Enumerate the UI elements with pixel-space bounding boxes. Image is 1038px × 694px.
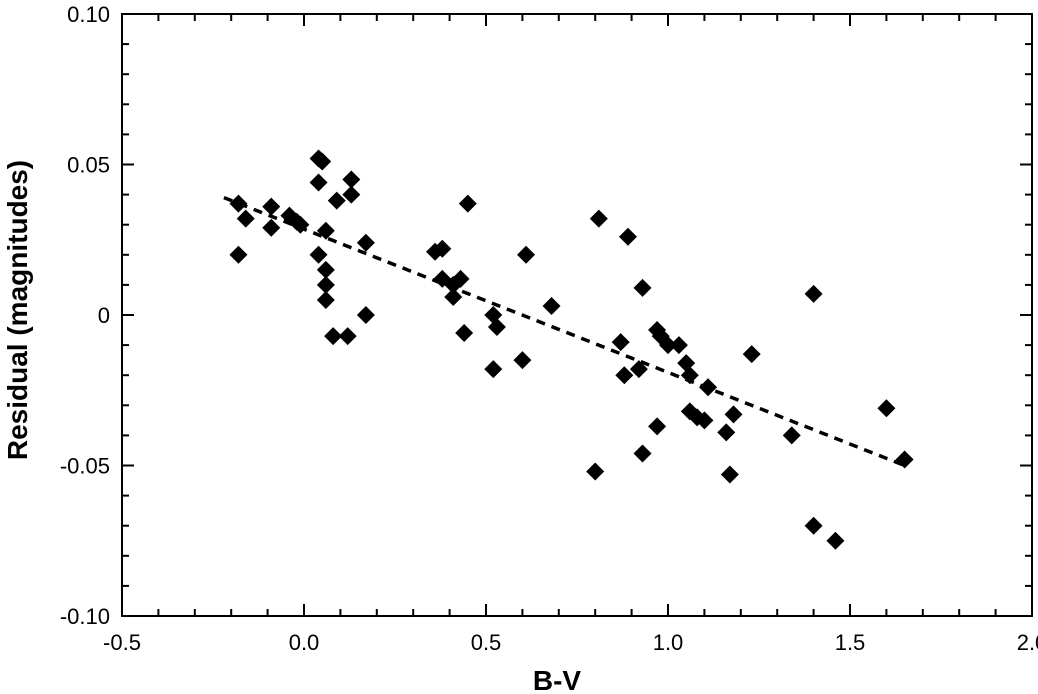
data-points (229, 149, 914, 550)
plot-frame (121, 13, 1033, 617)
data-point-51 (680, 366, 699, 385)
data-point-19 (342, 185, 361, 204)
data-point-24 (433, 239, 452, 258)
data-point-30 (455, 324, 474, 343)
data-point-42 (633, 278, 652, 297)
data-point-36 (542, 296, 561, 315)
data-point-41 (615, 366, 634, 385)
data-point-10 (309, 173, 328, 192)
data-point-3 (262, 197, 281, 216)
x-tick-label: 2.0 (1017, 630, 1038, 655)
x-tick-label: 0.5 (471, 630, 502, 655)
data-point-7 (291, 215, 310, 234)
data-point-62 (804, 516, 823, 535)
data-point-40 (611, 333, 630, 352)
data-point-55 (699, 378, 718, 397)
data-point-54 (695, 411, 714, 430)
data-point-38 (586, 462, 605, 481)
data-point-27 (451, 269, 470, 288)
data-point-32 (487, 318, 506, 337)
y-tick-label: -0.10 (60, 604, 110, 629)
data-point-1 (236, 209, 255, 228)
data-point-39 (618, 227, 637, 246)
x-tick-label: 1.5 (835, 630, 866, 655)
data-point-58 (724, 405, 743, 424)
x-tick-label: 1.0 (653, 630, 684, 655)
data-point-35 (513, 351, 532, 370)
data-point-4 (262, 218, 281, 237)
data-point-56 (717, 423, 736, 442)
data-point-65 (895, 450, 914, 469)
data-point-11 (316, 221, 335, 240)
x-axis-title: B-V (533, 665, 582, 694)
data-point-59 (742, 345, 761, 364)
x-tick-label: 0.0 (289, 630, 320, 655)
data-point-22 (356, 306, 375, 324)
data-point-33 (484, 360, 503, 379)
data-point-15 (316, 290, 335, 309)
data-point-21 (356, 233, 375, 252)
data-point-63 (826, 531, 845, 550)
data-point-44 (633, 444, 652, 463)
data-point-17 (327, 191, 346, 210)
y-tick-label: 0 (98, 303, 110, 328)
fit-line (223, 195, 906, 468)
data-point-48 (669, 336, 688, 355)
data-point-13 (316, 260, 335, 279)
data-point-34 (517, 245, 536, 264)
data-point-0 (229, 194, 248, 213)
data-point-9 (313, 152, 332, 171)
y-tick-label: -0.05 (60, 454, 110, 479)
data-point-12 (309, 245, 328, 264)
data-point-47 (659, 336, 677, 355)
data-point-64 (877, 399, 896, 418)
data-point-60 (782, 426, 801, 445)
y-tick-label: 0.10 (67, 2, 110, 27)
data-point-61 (804, 284, 823, 303)
tick-labels: -0.5 0.0 0.5 1.0 1.5 2.0 -0.10 -0.05 0 0.05 0.10 (60, 2, 1038, 655)
y-axis-title: Residual (magnitudes) (2, 160, 33, 460)
data-point-49 (648, 417, 667, 436)
y-tick-label: 0.05 (67, 153, 110, 178)
data-point-20 (338, 327, 357, 346)
data-point-57 (720, 465, 739, 484)
data-point-18 (342, 170, 361, 189)
x-tick-label: -0.5 (103, 630, 141, 655)
data-point-28 (444, 287, 463, 306)
data-point-43 (629, 360, 648, 379)
data-point-29 (458, 194, 477, 213)
data-point-2 (229, 245, 248, 264)
data-point-16 (324, 327, 343, 346)
data-point-37 (589, 209, 608, 228)
axis-ticks (121, 13, 1033, 617)
data-point-14 (316, 275, 335, 294)
